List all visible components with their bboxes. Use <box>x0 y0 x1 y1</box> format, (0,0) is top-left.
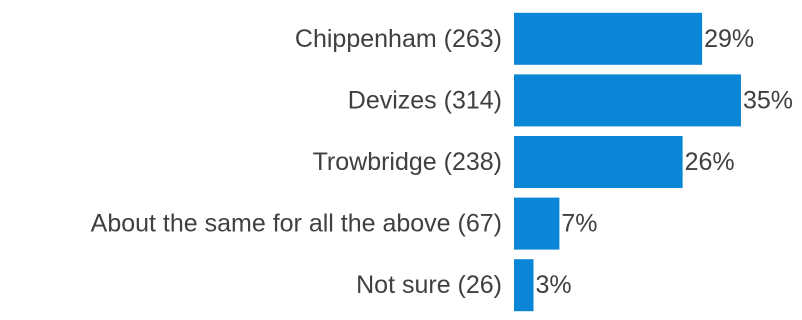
value-label-trowbridge: 26% <box>685 148 735 176</box>
bars-group <box>514 12 741 312</box>
value-label-devizes: 35% <box>743 86 793 114</box>
value-label-not-sure: 3% <box>536 271 572 299</box>
bar-not-sure <box>514 259 534 312</box>
category-label-trowbridge: Trowbridge (238) <box>313 148 502 176</box>
bar-trowbridge <box>514 136 683 188</box>
bar-about-the-same-for-all-the-above <box>514 197 560 250</box>
category-label-about-the-same-for-all-the-above: About the same for all the above (67) <box>91 210 502 238</box>
bar-chippenham <box>514 12 703 65</box>
bar-devizes <box>514 74 741 127</box>
category-label-not-sure: Not sure (26) <box>356 271 502 299</box>
category-label-devizes: Devizes (314) <box>348 86 502 114</box>
value-label-chippenham: 29% <box>704 25 754 53</box>
value-label-about-the-same-for-all-the-above: 7% <box>561 210 597 238</box>
labels-group: Chippenham (263) 29% Devizes (314) 35% Trowb… <box>91 25 793 299</box>
category-label-chippenham: Chippenham (263) <box>295 25 502 53</box>
